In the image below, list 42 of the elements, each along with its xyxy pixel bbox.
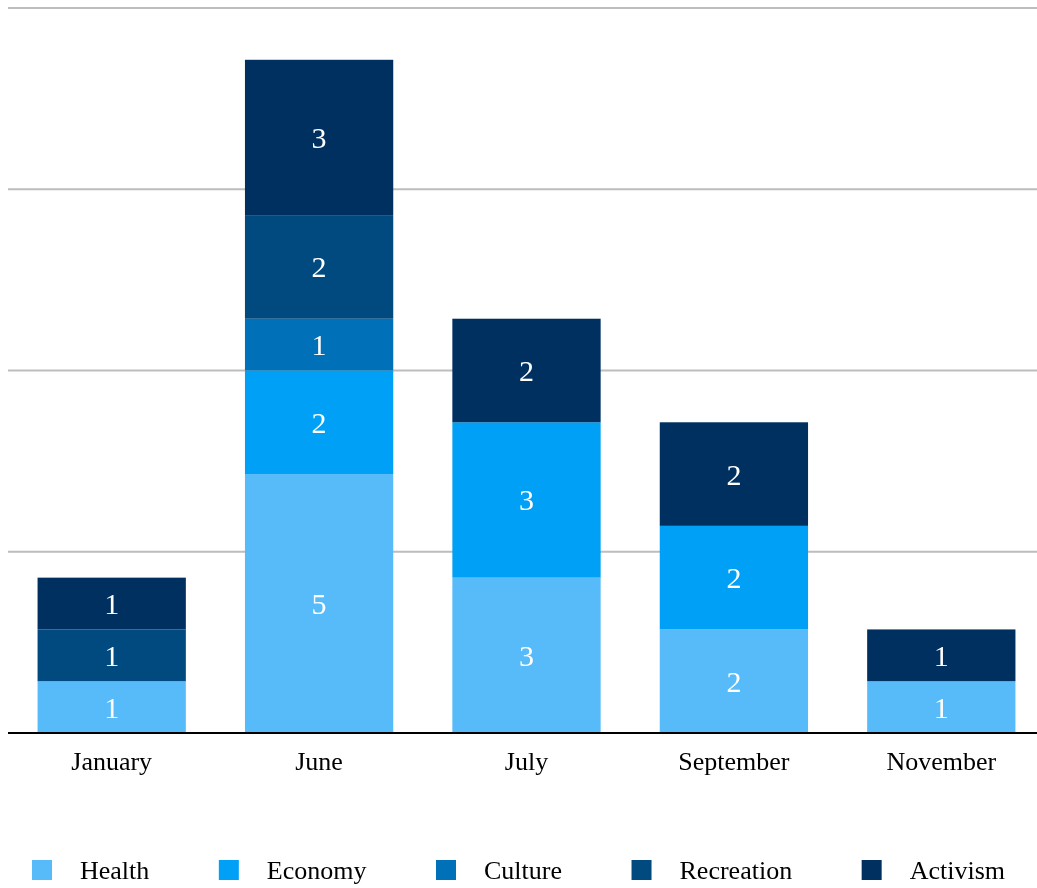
legend-label: Economy xyxy=(266,856,367,886)
bar xyxy=(37,681,186,733)
data-label: 2 xyxy=(726,561,742,595)
x-tick-label: June xyxy=(295,747,343,776)
data-label: 3 xyxy=(311,120,327,154)
data-label: 2 xyxy=(311,250,327,284)
data-label: 1 xyxy=(104,587,120,621)
data-label: 2 xyxy=(726,664,742,698)
data-label: 3 xyxy=(519,483,534,517)
bar xyxy=(659,629,809,733)
data-label: 2 xyxy=(726,457,742,491)
x-tick-label: January xyxy=(71,747,153,776)
bar xyxy=(867,681,1016,733)
bar xyxy=(867,629,1016,682)
x-tick-label: July xyxy=(504,747,549,776)
data-label: 1 xyxy=(311,328,327,362)
data-label: 1 xyxy=(933,638,949,672)
bar xyxy=(452,577,601,733)
bar xyxy=(244,215,394,319)
bar xyxy=(452,318,601,423)
data-label: 5 xyxy=(311,587,327,621)
bar xyxy=(659,525,809,630)
data-label: 2 xyxy=(519,354,534,387)
legend-label: Activism xyxy=(909,856,1005,886)
bar xyxy=(244,318,394,371)
bar xyxy=(244,370,394,475)
data-label: 1 xyxy=(933,690,949,724)
data-label: 2 xyxy=(311,405,327,439)
x-tick-label: November xyxy=(886,747,997,776)
bar xyxy=(37,577,186,630)
x-tick-label: September xyxy=(678,747,790,776)
data-label: 3 xyxy=(519,638,534,672)
legend-label: Health xyxy=(80,856,150,886)
legend-label: Culture xyxy=(484,856,563,886)
data-label: 1 xyxy=(104,638,120,672)
bar xyxy=(244,474,394,733)
bar xyxy=(659,422,809,526)
bar xyxy=(37,629,186,682)
legend-label: Recreation xyxy=(679,856,793,886)
data-label: 1 xyxy=(104,690,120,724)
bar xyxy=(244,59,394,216)
bar xyxy=(452,422,601,578)
